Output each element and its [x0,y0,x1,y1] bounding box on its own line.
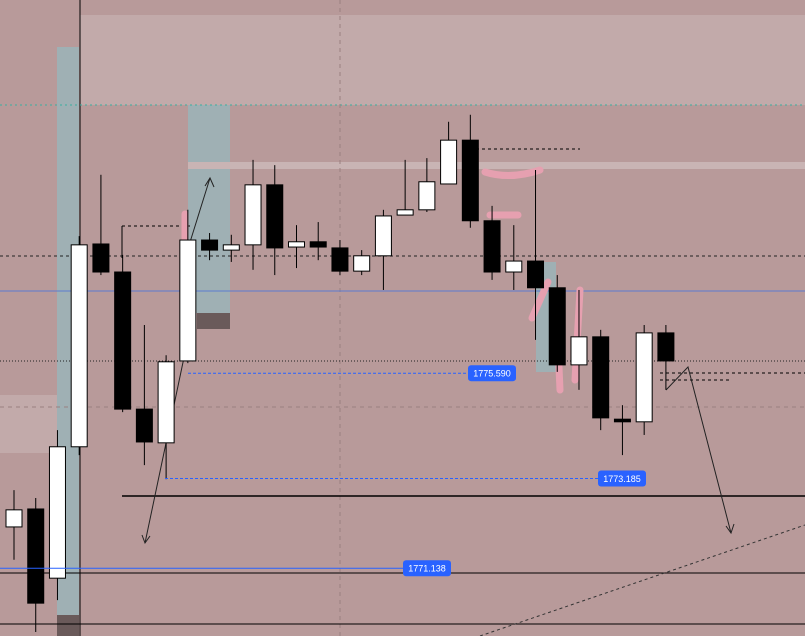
candle-body [70,244,88,448]
arrow-head [725,523,735,535]
arrow-head [204,176,215,188]
candle-body [548,287,566,366]
candle-body [27,508,45,604]
candle-body [5,509,23,528]
candle-body [483,220,501,273]
price-label: 1771.138 [408,564,446,574]
candle-body [331,247,349,272]
candle-body [374,215,392,257]
candle-body [309,241,327,248]
candle-body [461,139,479,222]
candle-body [244,184,262,246]
highlight-stroke [528,278,552,322]
candle-body [222,244,240,251]
candle-body [396,209,414,216]
zone-dark [197,313,230,329]
arrow-head [141,534,151,545]
candle-body [657,332,675,362]
price-label-box [468,365,516,382]
candle-body [266,184,284,249]
candle-body [201,239,219,251]
zone-upper [80,15,805,105]
price-label: 1775.590 [473,369,511,379]
candle-body [353,255,371,272]
candle-body [635,332,653,423]
arrow [665,366,732,534]
candle-body [179,239,197,362]
candle-body [527,260,545,289]
candle-body [287,241,305,248]
zone-dark [57,615,79,636]
candle-body [592,336,610,419]
candle-body [418,181,436,211]
arrow [144,347,187,544]
candle-body [135,408,153,443]
price-labels: 1775.590 1773.185 1771.138 [0,365,646,577]
candle-body [570,336,588,366]
candle-body [157,361,175,444]
candle-body [505,260,523,273]
candle-body [92,243,110,273]
candle-body [440,139,458,185]
candles [5,114,675,633]
price-label: 1773.185 [603,474,641,484]
candle-body [48,446,66,579]
zone-line [188,162,805,169]
price-label-box [598,470,646,487]
candle-body [114,271,132,410]
candle-body [613,418,631,423]
price-label-box [403,560,451,577]
